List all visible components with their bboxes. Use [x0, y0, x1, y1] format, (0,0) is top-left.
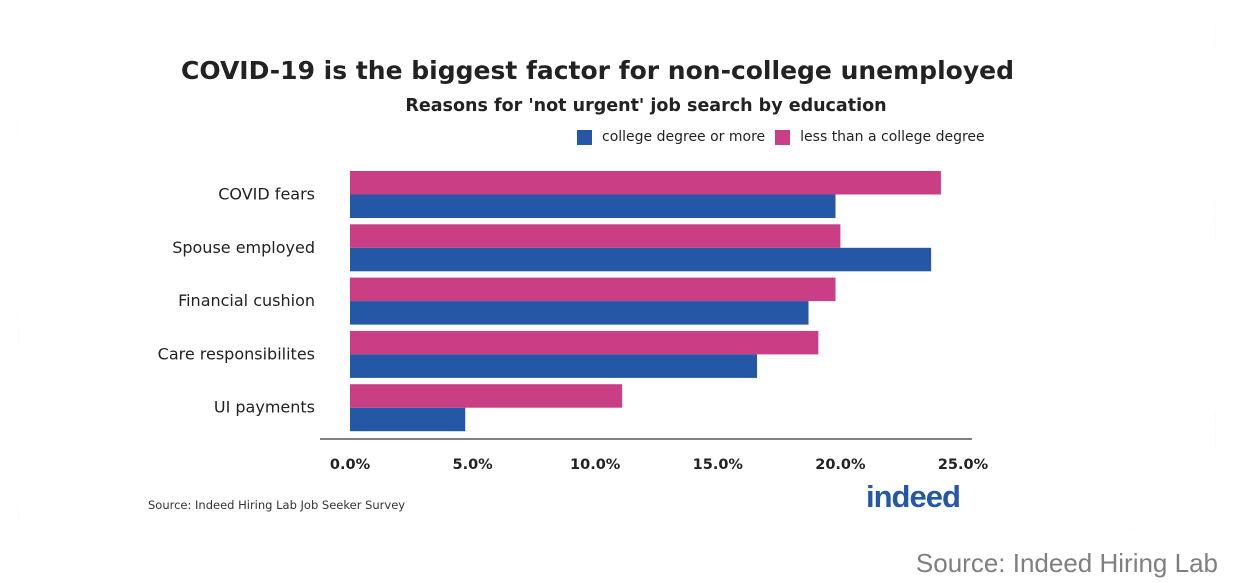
x-tick-label: 20.0%	[815, 457, 866, 473]
legend-label-college: college degree or more	[602, 129, 766, 145]
legend-swatch-college	[577, 129, 592, 145]
bar-college-2	[350, 301, 809, 325]
bar-college-1	[350, 247, 932, 272]
category-label: Spouse employed	[172, 238, 315, 257]
category-label: UI payments	[214, 398, 315, 417]
chart-paper	[18, 18, 1216, 530]
x-tick-label: 0.0%	[330, 457, 371, 473]
indeed-logo: indeed	[866, 479, 961, 514]
bar-non-college-1	[350, 224, 841, 248]
legend-swatch-non-college	[775, 129, 791, 145]
bar-non-college-3	[350, 330, 819, 355]
legend-item-non-college: less than a college degree	[775, 129, 985, 145]
x-tick-label: 5.0%	[452, 457, 493, 473]
source-note: Source: Indeed Hiring Lab Job Seeker Sur…	[148, 498, 406, 512]
legend-label-non-college: less than a college degree	[800, 129, 985, 145]
bar-non-college-4	[350, 384, 623, 408]
bar-college-0	[350, 194, 836, 218]
source-caption: Source: Indeed Hiring Lab	[915, 548, 1218, 578]
category-label: Financial cushion	[178, 291, 315, 310]
chart-subtitle: Reasons for 'not urgent' job search by e…	[405, 96, 887, 116]
x-tick-label: 10.0%	[570, 457, 621, 473]
legend-item-college: college degree or more	[577, 129, 765, 145]
category-label: Care responsibilites	[158, 344, 315, 363]
chart-legend: college degree or more less than a colle…	[577, 129, 995, 145]
bar-college-4	[350, 407, 466, 432]
chart-title: COVID-19 is the biggest factor for non-c…	[181, 56, 1014, 85]
bar-college-3	[350, 354, 758, 378]
x-tick-label: 15.0%	[693, 457, 744, 473]
bar-non-college-2	[350, 277, 836, 302]
bar-non-college-0	[350, 171, 941, 195]
category-label: COVID fears	[218, 185, 315, 204]
x-tick-label: 25.0%	[938, 457, 989, 473]
